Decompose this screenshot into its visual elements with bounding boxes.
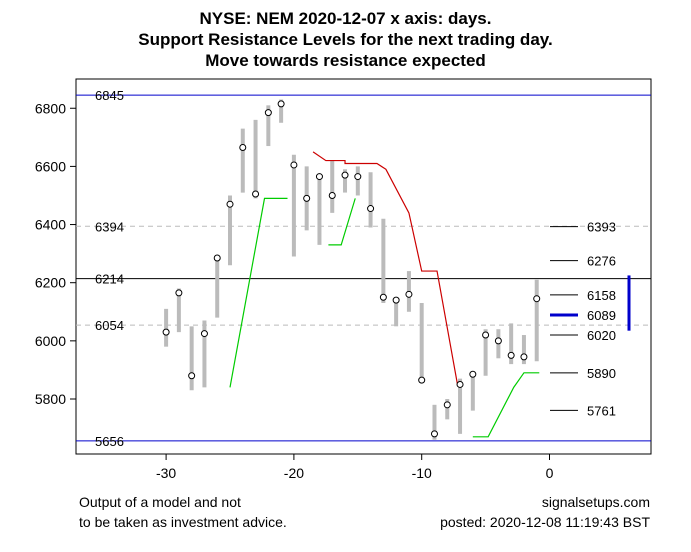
x-tick-label: -10 <box>412 465 432 481</box>
next-day-level-label: 6158 <box>587 288 616 303</box>
title-line-2: Support Resistance Levels for the next t… <box>138 30 553 49</box>
title-line-3: Move towards resistance expected <box>205 51 486 70</box>
next-day-level-label: 6089 <box>587 308 616 323</box>
y-tick-label: 5800 <box>35 391 66 407</box>
close-point <box>405 290 413 298</box>
posted-timestamp: posted: 2020-12-08 11:19:43 BST <box>440 514 650 530</box>
plot-frame <box>75 78 652 455</box>
close-point <box>188 372 196 380</box>
close-point <box>392 296 400 304</box>
next-day-level-label: 5761 <box>587 403 616 418</box>
next-day-level-label: 5890 <box>587 366 616 381</box>
close-point <box>277 100 285 108</box>
level-label: 5656 <box>95 434 124 449</box>
y-tick-label: 6200 <box>35 275 66 291</box>
x-tick-label: -30 <box>156 465 176 481</box>
title-line-1: NYSE: NEM 2020-12-07 x axis: days. <box>199 9 492 28</box>
disclaimer-line-2: to be taken as investment advice. <box>79 514 287 530</box>
close-point <box>533 295 541 303</box>
level-label: 6054 <box>95 318 124 333</box>
support-line <box>472 372 540 438</box>
site-name: signalsetups.com <box>541 494 650 510</box>
x-tick-label: 0 <box>546 465 554 481</box>
close-point <box>520 353 528 361</box>
close-point <box>379 293 387 301</box>
disclaimer-line-1: Output of a model and not <box>79 494 241 510</box>
close-point <box>290 161 298 169</box>
close-point <box>200 330 208 338</box>
y-tick-label: 6800 <box>35 100 66 116</box>
level-label: 6845 <box>95 88 124 103</box>
close-point <box>226 200 234 208</box>
close-point <box>418 376 426 384</box>
support-line <box>328 198 356 246</box>
close-point <box>303 194 311 202</box>
close-point <box>507 351 515 359</box>
next-day-level-label: 6393 <box>587 220 616 235</box>
close-point <box>494 337 502 345</box>
y-tick-label: 6400 <box>35 217 66 233</box>
level-label: 6394 <box>95 219 124 234</box>
close-point <box>315 173 323 181</box>
level-label: 6214 <box>95 272 124 287</box>
close-point <box>213 254 221 262</box>
y-tick-label: 6600 <box>35 158 66 174</box>
close-point <box>162 328 170 336</box>
chart-title: NYSE: NEM 2020-12-07 x axis: days. Suppo… <box>0 8 691 71</box>
close-point <box>328 191 336 199</box>
close-point <box>175 289 183 297</box>
resistance-line <box>312 151 459 385</box>
close-point <box>239 144 247 152</box>
close-point <box>469 370 477 378</box>
support-line <box>229 197 288 388</box>
close-point <box>252 190 260 198</box>
close-point <box>367 205 375 213</box>
next-day-level-label: 6020 <box>587 328 616 343</box>
close-point <box>482 331 490 339</box>
close-point <box>341 171 349 179</box>
y-tick-label: 6000 <box>35 333 66 349</box>
close-point <box>443 401 451 409</box>
close-point <box>264 109 272 117</box>
close-point <box>430 430 438 438</box>
close-point <box>456 380 464 388</box>
next-day-level-label: 6276 <box>587 254 616 269</box>
x-tick-label: -20 <box>284 465 304 481</box>
close-point <box>354 173 362 181</box>
